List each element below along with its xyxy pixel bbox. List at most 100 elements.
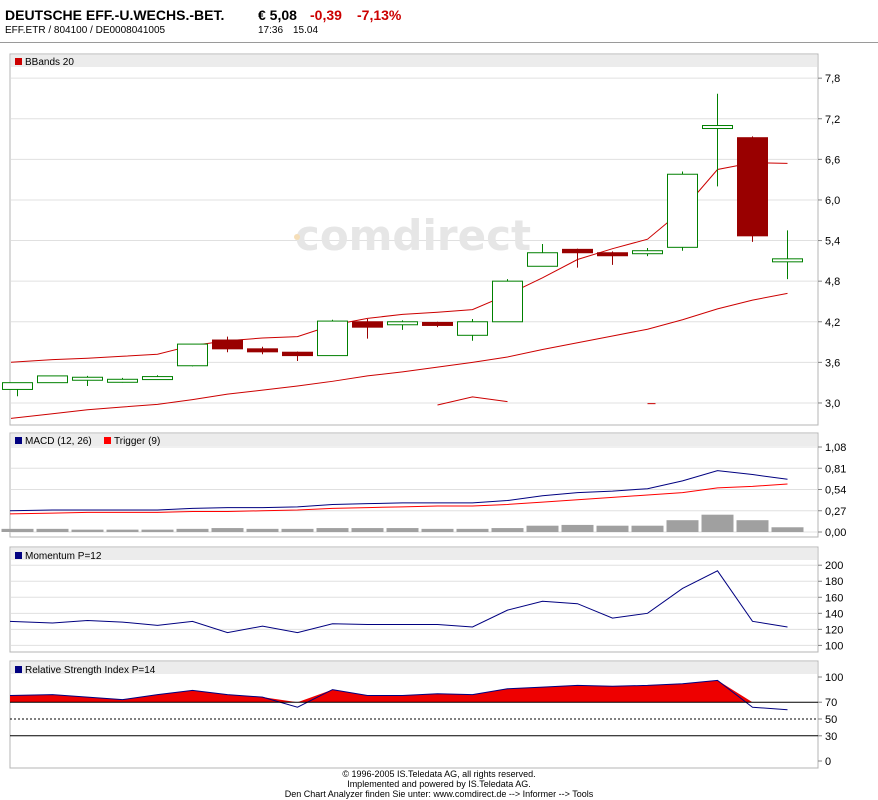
watermark-logo: comdirect	[295, 211, 531, 260]
candle-up	[177, 343, 208, 367]
bollinger-bands	[11, 162, 788, 419]
y-tick-label: 4,8	[825, 276, 840, 288]
rsi-line	[9, 679, 788, 711]
candle-up	[667, 173, 698, 248]
y-tick-label: 120	[825, 624, 843, 636]
y-tick-label: 0,00	[825, 527, 846, 539]
security-name: DEUTSCHE EFF.-U.WECHS.-BET.	[5, 7, 225, 23]
macd-histogram-bar	[141, 529, 174, 532]
macd-histogram-bar	[211, 528, 244, 532]
bband-middle-fragment	[437, 396, 508, 406]
candle-down	[352, 321, 383, 328]
macd-histogram-bar	[351, 528, 384, 532]
panel-legend-bar-2	[11, 548, 817, 560]
macd-histogram-bar	[106, 529, 139, 532]
watermark-dot	[294, 234, 300, 240]
candle-down	[212, 339, 243, 350]
y-tick-label: 7,2	[825, 114, 840, 126]
macd-histogram-bar	[36, 528, 69, 532]
macd-histogram-bar	[421, 528, 454, 532]
chart-analyzer: 7,8 7,2 6,6 6,0 5,4 4,8 4,2 3,6 3,0 comdirect BBan…	[1, 53, 846, 769]
footer-link-line[interactable]: Den Chart Analyzer finden Sie unter: www…	[284, 789, 594, 799]
price-change-percent: -7,13%	[357, 7, 402, 23]
candle-down	[282, 351, 313, 357]
quote-header: DEUTSCHE EFF.-U.WECHS.-BET. € 5,08 -0,39…	[0, 0, 878, 43]
candle-down	[597, 252, 628, 257]
macd-histogram-bar	[596, 525, 629, 532]
macd-histogram-bar	[316, 528, 349, 532]
macd-histogram-bar	[456, 528, 489, 532]
candle-down	[562, 248, 593, 254]
last-price: € 5,08	[258, 7, 297, 23]
bband-lower-line	[11, 292, 788, 419]
panel-frame-3	[9, 660, 819, 769]
footer-copyright-line: © 1996-2005 IS.Teledata AG, all rights r…	[342, 769, 536, 779]
y-tick-label: 180	[825, 576, 843, 588]
y-tick-label: 140	[825, 608, 843, 620]
y-tick-label: 6,6	[825, 154, 840, 166]
panel-legend-bar-1	[11, 434, 817, 446]
candle-up	[107, 378, 138, 383]
y-tick-label: 100	[825, 640, 843, 652]
price-change: -0,39	[310, 7, 342, 23]
macd-histogram-bar	[631, 525, 664, 532]
legend-rsi: Relative Strength Index P=14	[25, 665, 156, 676]
copyright-footer: © 1996-2005 IS.Teledata AG, all rights r…	[0, 769, 878, 799]
candle-up	[772, 258, 803, 263]
legend-bbands: BBands 20	[25, 57, 74, 68]
macd-histogram-bar	[771, 527, 804, 532]
macd-histogram-bar	[491, 528, 524, 532]
candle-up	[37, 375, 68, 384]
y-tick-label: 3,6	[825, 357, 840, 369]
candle-up	[457, 321, 488, 336]
legend-swatch	[104, 437, 111, 444]
macd-histogram-bar	[71, 529, 104, 532]
macd-histogram-bar	[701, 514, 734, 532]
candle-up	[72, 376, 103, 381]
panel-legend-bar-0	[11, 55, 817, 67]
quote-date: 15.04	[293, 25, 319, 36]
candle-down	[737, 137, 768, 237]
quote-time: 17:36	[258, 25, 284, 36]
legend-trigger: Trigger (9)	[114, 436, 160, 447]
y-tick-label: 0	[825, 756, 831, 768]
candle-up	[387, 321, 418, 326]
macd-line	[9, 470, 788, 512]
macd-histogram-bar	[526, 525, 559, 532]
y-tick-label: 4,2	[825, 317, 840, 329]
y-tick-label: 0,27	[825, 506, 846, 518]
legend-swatch	[15, 437, 22, 444]
trigger-line	[9, 483, 788, 515]
bband-upper-line	[11, 162, 788, 363]
y-tick-label: 6,0	[825, 195, 840, 207]
y-tick-label: 30	[825, 731, 837, 743]
candle-up	[632, 250, 663, 255]
legend-momentum: Momentum P=12	[25, 551, 102, 562]
panel-legend-bar-3	[11, 662, 817, 674]
legend-swatch	[15, 552, 22, 559]
macd-histogram-bar	[246, 528, 279, 532]
candle-down	[247, 348, 278, 353]
y-tick-label: 7,8	[825, 73, 840, 85]
security-identifiers: EFF.ETR / 804100 / DE0008041005	[5, 25, 166, 36]
candle-up	[492, 280, 523, 323]
candle-up	[527, 252, 558, 267]
candle-up	[142, 376, 173, 381]
y-tick-label: 100	[825, 672, 843, 684]
y-tick-label: 5,4	[825, 236, 840, 248]
candle-up	[317, 320, 348, 357]
macd-histogram-bar	[176, 528, 209, 532]
macd-histogram-bar	[561, 524, 594, 532]
macd-histogram-bar	[1, 528, 34, 532]
y-tick-label: 50	[825, 714, 837, 726]
legend-swatch	[15, 666, 22, 673]
y-tick-label: 0,81	[825, 463, 846, 475]
y-tick-label: 3,0	[825, 398, 840, 410]
candle-down	[422, 321, 453, 326]
macd-histogram-bar	[666, 520, 699, 532]
legend-swatch	[15, 58, 22, 65]
y-tick-label: 200	[825, 560, 843, 572]
macd-histogram-bar	[736, 520, 769, 532]
macd-histogram-bar	[386, 528, 419, 532]
candle-up	[702, 125, 733, 130]
